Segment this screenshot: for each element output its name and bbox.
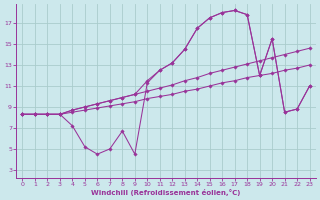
X-axis label: Windchill (Refroidissement éolien,°C): Windchill (Refroidissement éolien,°C) [91,189,241,196]
